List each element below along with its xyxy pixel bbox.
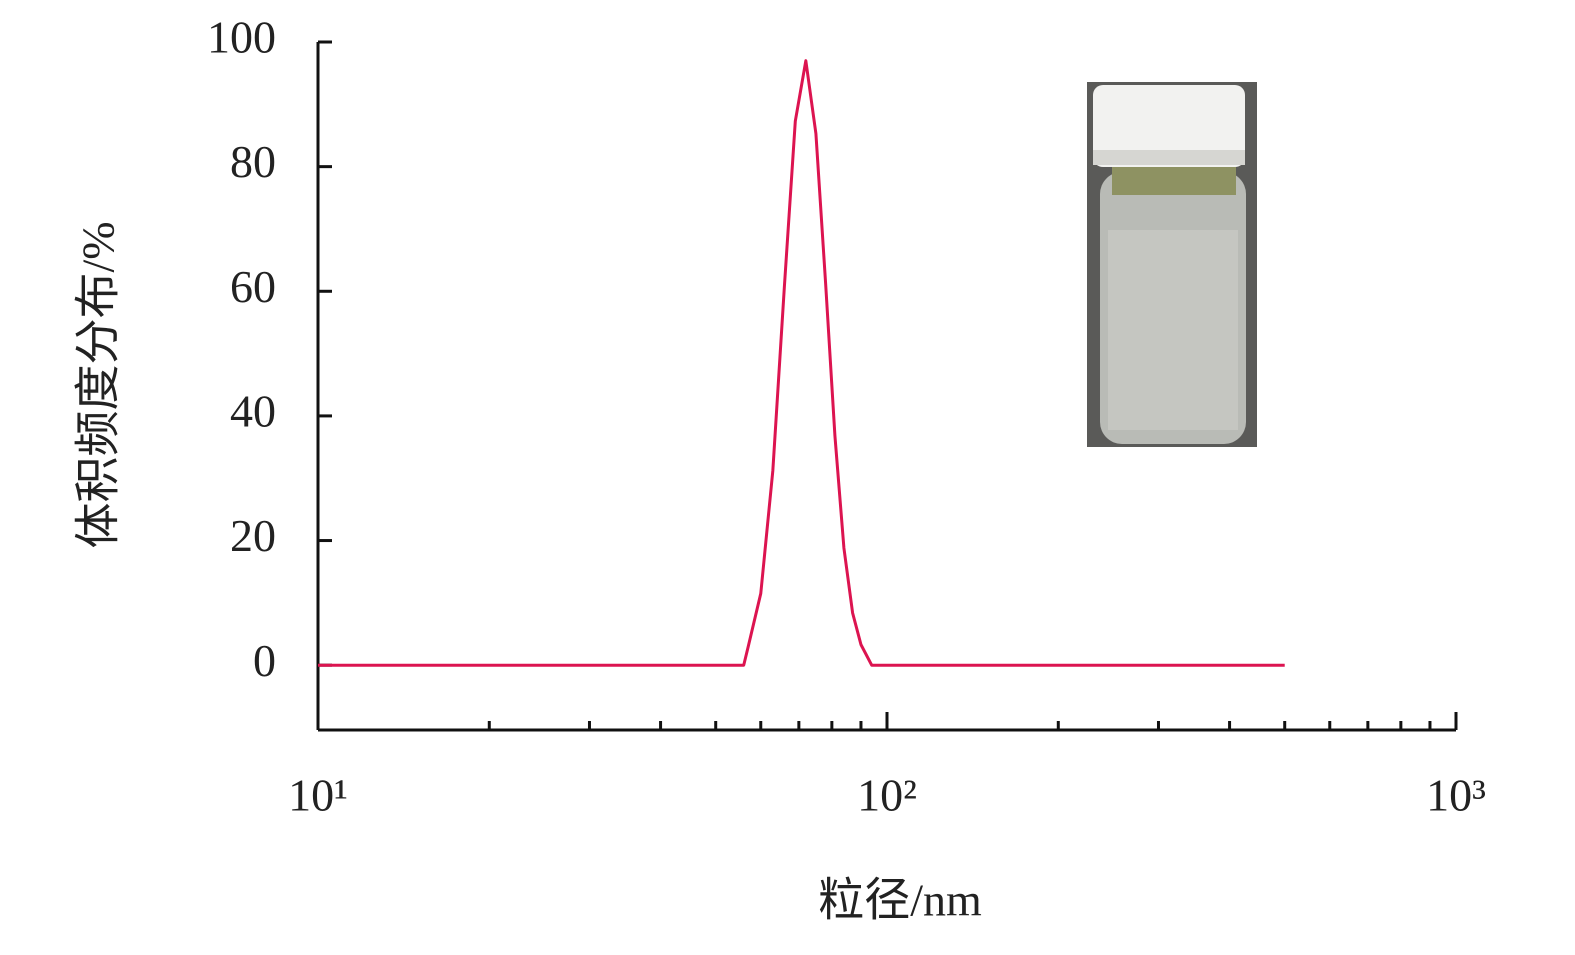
inset-photo xyxy=(1087,82,1257,447)
y-axis-label: 体积频度分布/% xyxy=(73,221,124,548)
x-tick-label: 10¹ xyxy=(288,770,348,821)
x-axis-label: 粒径/nm xyxy=(818,875,982,926)
x-tick-label: 10² xyxy=(857,770,917,821)
x-tick-label: 10³ xyxy=(1426,770,1486,821)
y-tick-label: 0 xyxy=(253,635,276,686)
y-tick-label: 20 xyxy=(230,510,276,561)
y-tick-label: 80 xyxy=(230,136,276,187)
y-tick-label: 60 xyxy=(230,261,276,312)
data-line xyxy=(318,59,1285,667)
y-tick-label: 40 xyxy=(230,385,276,436)
y-tick-label: 100 xyxy=(207,12,276,63)
